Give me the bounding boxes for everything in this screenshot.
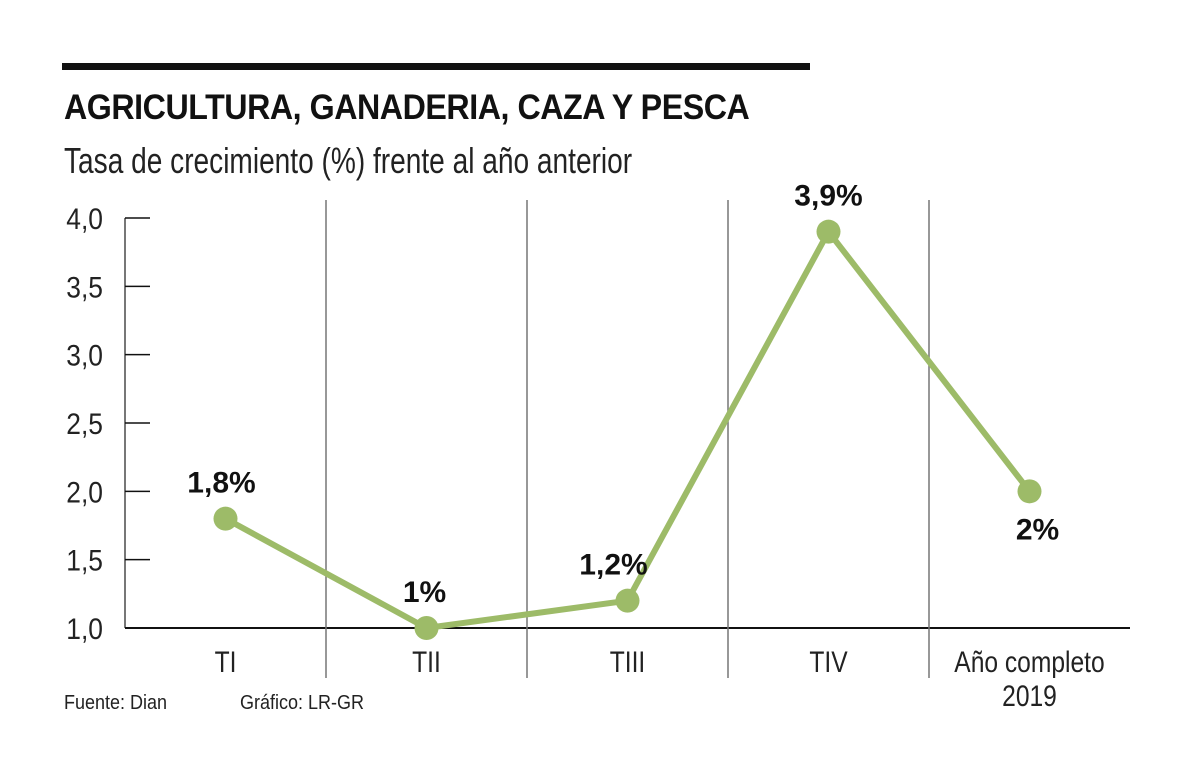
source-note: Fuente: Dian <box>64 692 168 714</box>
y-tick-label: 1,0 <box>66 611 103 645</box>
data-point <box>213 506 238 531</box>
y-tick-label: 2,5 <box>66 406 103 440</box>
title-rule <box>62 63 810 70</box>
x-tick-label: TIII <box>610 645 646 679</box>
chart-subtitle: Tasa de crecimiento (%) frente al año an… <box>64 140 633 181</box>
chart-title: AGRICULTURA, GANADERIA, CAZA Y PESCA <box>64 88 750 127</box>
data-point <box>1017 479 1042 504</box>
data-label: 1,8% <box>187 467 255 500</box>
x-tick-label: TIV <box>809 645 848 679</box>
y-tick-label: 3,0 <box>66 338 103 372</box>
y-tick-label: 4,0 <box>66 201 103 235</box>
data-point <box>816 219 841 244</box>
y-tick-label: 1,5 <box>66 543 103 577</box>
x-tick-label: TII <box>412 645 441 679</box>
data-label: 1% <box>403 576 446 609</box>
x-tick-label: TI <box>215 645 237 679</box>
x-tick-label: 2019 <box>1002 679 1057 713</box>
data-label: 1,2% <box>579 549 647 582</box>
data-point <box>615 588 640 613</box>
x-tick-label: Año completo <box>954 645 1104 679</box>
credit-note: Gráfico: LR-GR <box>240 692 365 714</box>
data-label: 3,9% <box>794 180 862 213</box>
data-point <box>414 616 439 640</box>
data-label: 2% <box>1016 513 1059 546</box>
y-tick-label: 2,0 <box>66 475 103 509</box>
y-tick-label: 3,5 <box>66 270 103 304</box>
